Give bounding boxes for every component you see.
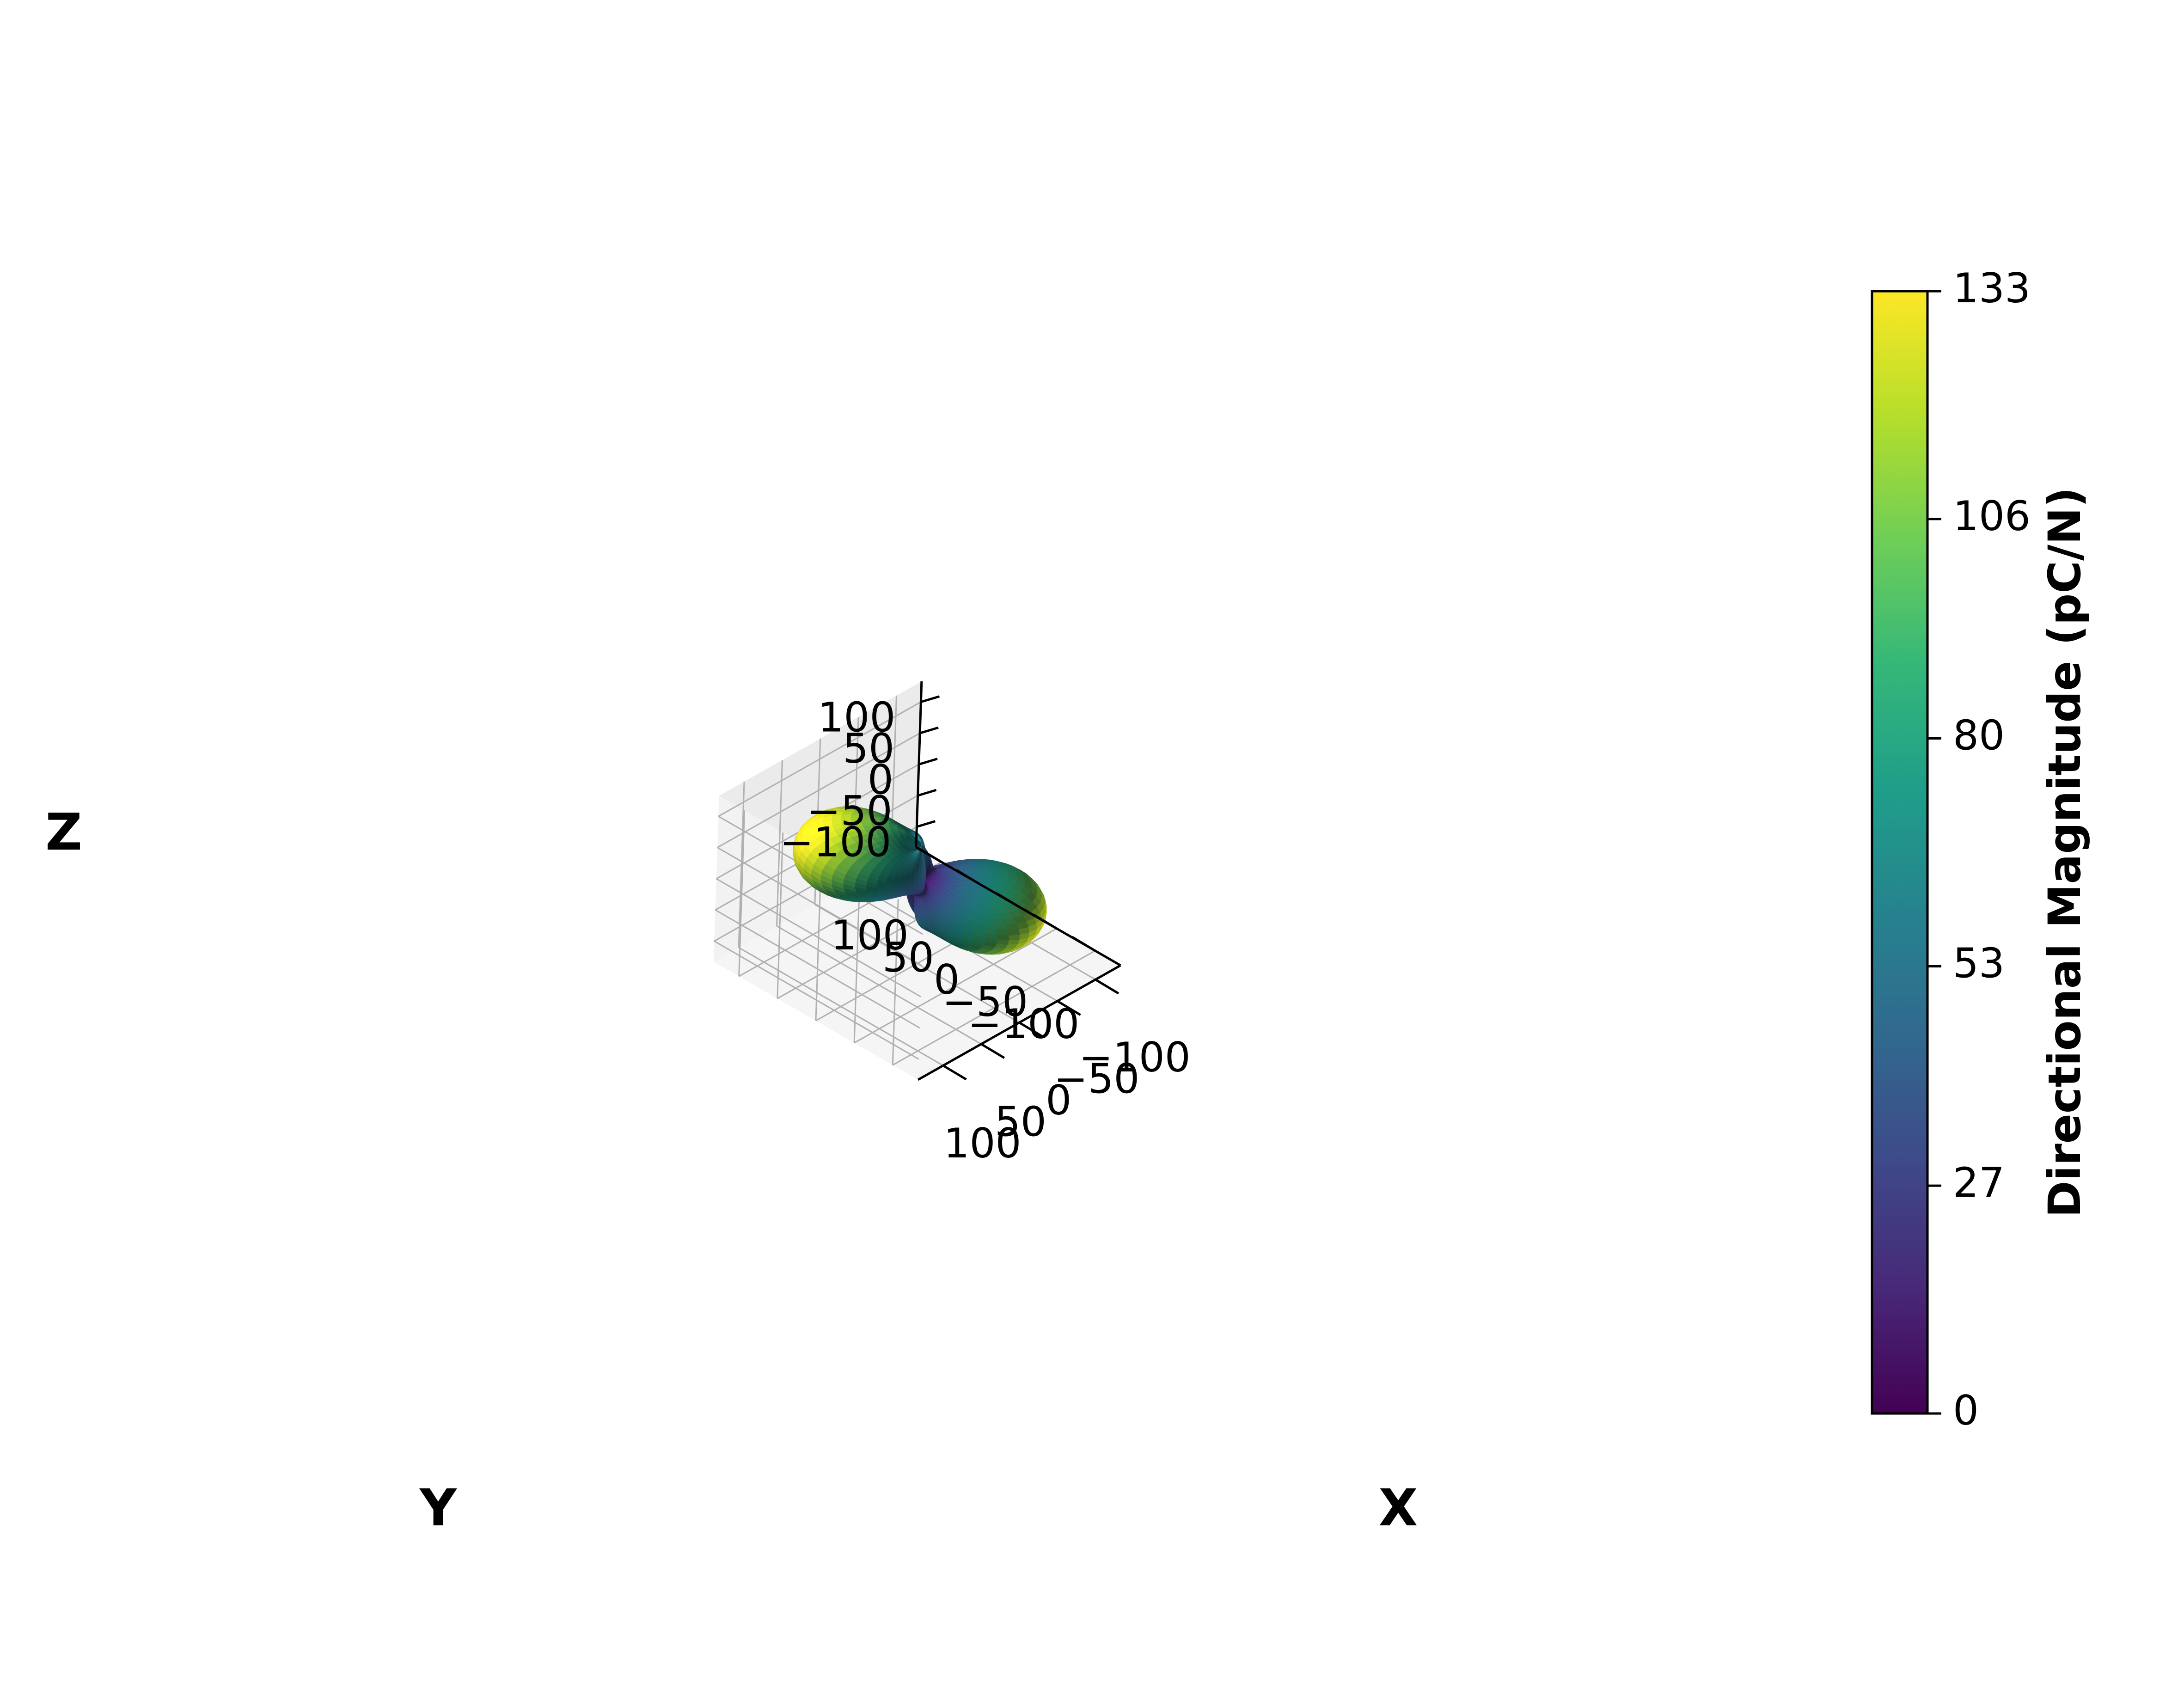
colorbar-bar [1871, 290, 1929, 1415]
gridline [717, 847, 923, 967]
colorbar-label: Directional Magnitude (pC/N) [2039, 487, 2091, 1218]
surface-patch [920, 880, 924, 883]
y-tick-label: 100 [831, 912, 909, 959]
colorbar-tick-label: 80 [1953, 711, 2005, 759]
gridline [854, 928, 1057, 1044]
z-tick [917, 789, 937, 797]
colorbar-tick-label: 133 [1953, 264, 2031, 312]
surface-patch [917, 880, 921, 883]
gridline [714, 940, 919, 1060]
colorbar-ticks: 0 27 53 80 106 133 [1927, 264, 2031, 1434]
surface-patch [913, 882, 918, 886]
colorbar-tick-label: 27 [1953, 1159, 2005, 1206]
z-tick [920, 695, 940, 704]
colorbar: 0 27 53 80 106 133 Directional Magnitude (pC/… [1871, 264, 2091, 1434]
surface-patch [909, 885, 914, 888]
x-axis-title: X [1379, 1478, 1418, 1537]
x-tick-label: 0 [1046, 1077, 1071, 1124]
z-tick [916, 820, 936, 828]
gridline [717, 732, 920, 848]
colorbar-tick-label: 53 [1953, 939, 2005, 987]
gridline [716, 878, 921, 997]
x-tick [1095, 979, 1120, 995]
surface-patch [913, 885, 918, 887]
gridline [892, 950, 1096, 1066]
surface-patch [995, 929, 1009, 936]
directional-surface [793, 806, 1047, 955]
colorbar-tick-label: 0 [1953, 1387, 1979, 1434]
surface-patch [923, 880, 925, 883]
y-tick-label: 0 [934, 956, 960, 1004]
z-tick-label: 100 [818, 694, 895, 741]
surface-patch [909, 887, 914, 890]
colorbar-tick-label: 106 [1953, 492, 2031, 540]
gridline [718, 701, 922, 817]
y-axis-title: Y [419, 1478, 457, 1537]
x-tick-label: 100 [944, 1120, 1022, 1167]
z-tick [919, 726, 939, 734]
surface-patch [996, 934, 1009, 941]
surface-patch [917, 882, 921, 886]
surface-patch [905, 887, 911, 890]
z-tick [918, 758, 938, 766]
surface-patch [922, 896, 925, 899]
surface-patch [913, 880, 918, 883]
z-axis-title: Z [45, 802, 82, 862]
gridline [715, 909, 920, 1029]
surface-patch [893, 891, 902, 894]
surface-patch [899, 889, 906, 892]
x-tick [942, 1065, 967, 1081]
